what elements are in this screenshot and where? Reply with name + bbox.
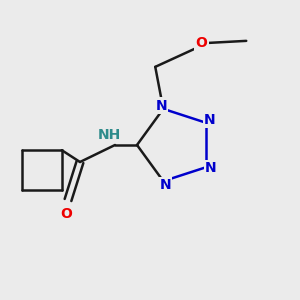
Text: NH: NH: [98, 128, 121, 142]
Text: O: O: [195, 36, 207, 50]
Text: N: N: [159, 178, 171, 192]
Text: N: N: [204, 113, 216, 127]
Text: N: N: [205, 161, 217, 175]
Text: N: N: [155, 99, 167, 113]
Text: O: O: [60, 207, 72, 221]
